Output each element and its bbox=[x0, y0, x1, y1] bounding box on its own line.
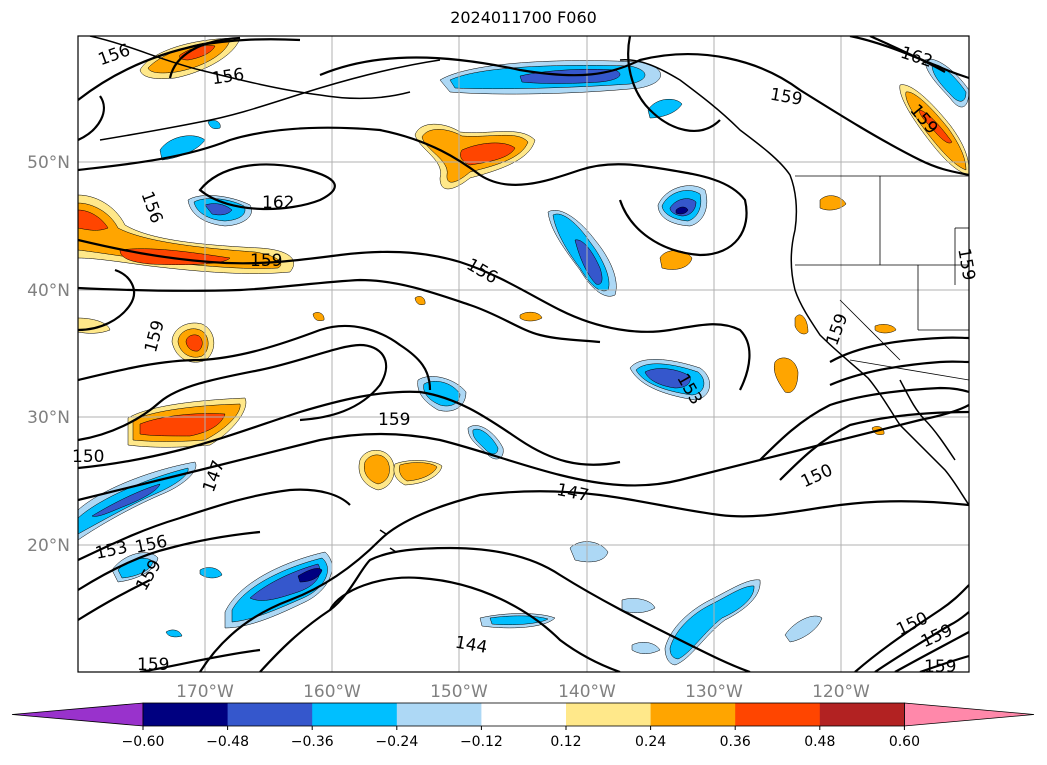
page-title: 2024011700 F060 bbox=[450, 8, 597, 27]
anomaly-patch bbox=[204, 203, 233, 216]
contour-label-layer: 156 156 162 159 162 156 159 156 159 159 … bbox=[72, 40, 979, 677]
anomaly-patch bbox=[675, 206, 689, 215]
colorbar-tick-label: 0.48 bbox=[804, 734, 835, 750]
anomaly-patch bbox=[669, 585, 755, 660]
colorbar-tick-label: −0.48 bbox=[206, 734, 249, 750]
anomaly-patch bbox=[647, 98, 683, 119]
coastlines bbox=[89, 36, 969, 553]
contour-label: 159 bbox=[378, 410, 410, 430]
colorbar-segment bbox=[566, 703, 652, 726]
anomaly-patch bbox=[784, 615, 823, 643]
anomaly-patch bbox=[364, 454, 390, 485]
colorbar-tick-label: −0.36 bbox=[291, 734, 334, 750]
lon-label-120w: 120°W bbox=[812, 682, 870, 702]
anomaly-patch bbox=[249, 563, 321, 601]
contour-label: 150 bbox=[72, 447, 104, 467]
map-frame bbox=[77, 35, 970, 673]
lon-label-150w: 150°W bbox=[430, 682, 488, 702]
colorbar-segment bbox=[143, 703, 229, 726]
anomaly-patch bbox=[460, 142, 516, 166]
state-borders bbox=[795, 175, 969, 381]
colorbar-tick-label: 0.24 bbox=[635, 734, 666, 750]
anomaly-patch bbox=[569, 541, 609, 563]
anomaly-patch bbox=[819, 195, 847, 211]
colorbar-segment bbox=[650, 703, 736, 726]
lat-label-30n: 30°N bbox=[27, 408, 70, 428]
colorbar-extend-max bbox=[904, 702, 1035, 727]
height-contours bbox=[78, 36, 969, 672]
anomaly-patch bbox=[659, 250, 693, 270]
anomaly-patch bbox=[574, 239, 603, 285]
anomaly-patch bbox=[165, 629, 183, 638]
lon-label-160w: 160°W bbox=[303, 682, 361, 702]
contour-label: 156 bbox=[211, 65, 246, 89]
anomaly-patch bbox=[414, 296, 426, 305]
colorbar-tick-label: −0.12 bbox=[460, 734, 503, 750]
colorbar-segment bbox=[735, 703, 821, 726]
colorbar-segment bbox=[819, 703, 905, 726]
lon-label-170w: 170°W bbox=[176, 682, 234, 702]
colorbar-tick-label: −0.60 bbox=[122, 734, 165, 750]
anomaly-patch bbox=[774, 357, 799, 393]
lon-label-130w: 130°W bbox=[685, 682, 743, 702]
colorbar-tick-label: 0.12 bbox=[550, 734, 581, 750]
colorbar-tick-label: 0.36 bbox=[720, 734, 751, 750]
colorbar-segment bbox=[227, 703, 313, 726]
colorbar-extend-min bbox=[11, 702, 144, 727]
anomaly-patch bbox=[519, 311, 543, 322]
anomaly-patch bbox=[621, 598, 656, 613]
lat-label-40n: 40°N bbox=[27, 281, 70, 301]
anomaly-patch bbox=[919, 109, 953, 144]
lat-label-20n: 20°N bbox=[27, 536, 70, 556]
anomaly-patch bbox=[631, 642, 661, 654]
colorbar: −0.60 −0.48 −0.36 −0.24 −0.12 0.12 0.24 0.36 0.4… bbox=[11, 702, 1035, 750]
anomaly-patch bbox=[794, 314, 809, 335]
latitude-labels: 50°N 40°N 30°N 20°N bbox=[27, 153, 70, 556]
colorbar-segment bbox=[481, 703, 567, 726]
anomaly-patch bbox=[207, 120, 221, 129]
lon-label-140w: 140°W bbox=[558, 682, 616, 702]
colorbar-tick-label: −0.24 bbox=[375, 734, 418, 750]
anomaly-patch bbox=[312, 312, 325, 321]
colorbar-frame bbox=[142, 702, 905, 727]
anomaly-patch bbox=[399, 462, 438, 482]
contour-label: 162 bbox=[262, 193, 294, 213]
anomaly-patch bbox=[91, 483, 161, 517]
colorbar-tick-label: 0.60 bbox=[889, 734, 920, 750]
colorbar-segment bbox=[312, 703, 398, 726]
contour-label: 159 bbox=[250, 251, 282, 271]
anomaly-patch bbox=[874, 324, 897, 334]
lat-label-50n: 50°N bbox=[27, 153, 70, 173]
anomaly-patch bbox=[472, 428, 499, 455]
longitude-labels: 170°W 160°W 150°W 140°W 130°W 120°W bbox=[176, 682, 870, 702]
contour-label: 159 bbox=[924, 657, 956, 677]
colorbar-segment bbox=[396, 703, 482, 726]
contour-label: 159 bbox=[137, 655, 169, 675]
anomaly-patch bbox=[644, 368, 691, 389]
anomaly-patch bbox=[139, 413, 226, 437]
anomaly-patch bbox=[297, 568, 323, 583]
anomaly-patch bbox=[185, 334, 203, 352]
